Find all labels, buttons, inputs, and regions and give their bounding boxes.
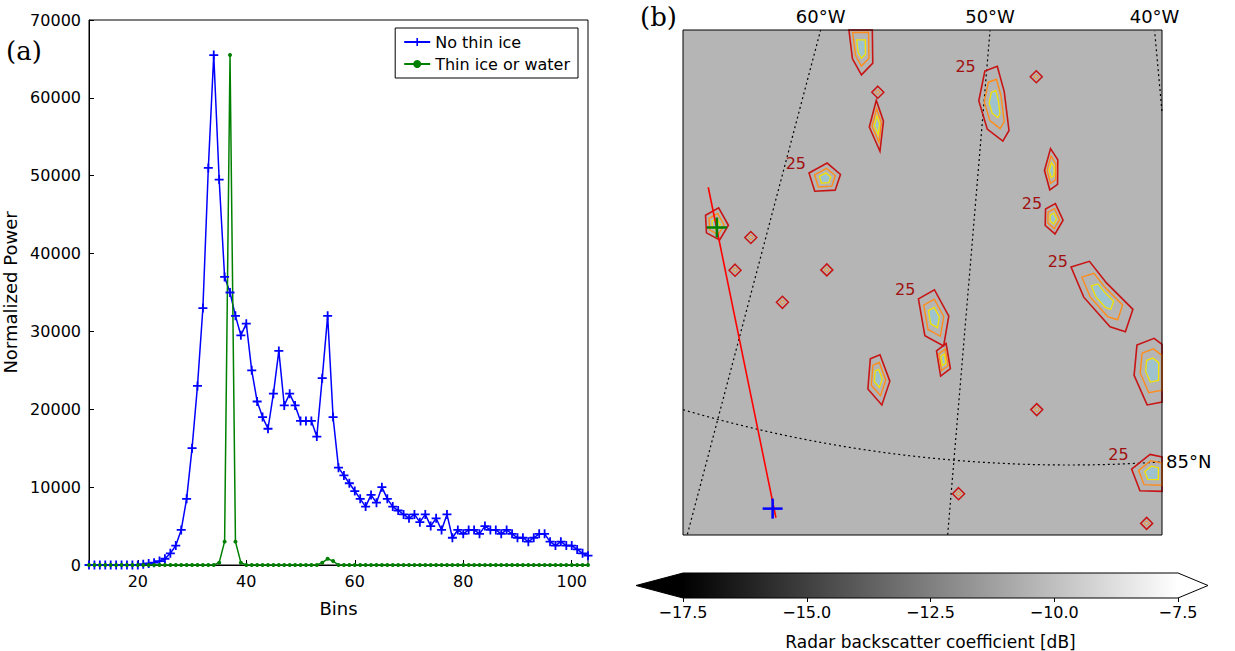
svg-text:40: 40	[236, 572, 256, 591]
svg-text:30000: 30000	[30, 322, 81, 341]
svg-text:−7.5: −7.5	[1159, 603, 1198, 622]
svg-text:0: 0	[71, 556, 81, 575]
svg-text:60°W: 60°W	[796, 6, 846, 27]
svg-text:Thin ice or water: Thin ice or water	[434, 55, 570, 74]
svg-text:Radar backscatter coefficient: Radar backscatter coefficient [dB]	[785, 632, 1075, 651]
svg-text:25: 25	[786, 154, 806, 173]
svg-text:Bins: Bins	[319, 598, 357, 619]
svg-text:70000: 70000	[30, 11, 81, 30]
svg-text:40000: 40000	[30, 244, 81, 263]
svg-text:(a): (a)	[6, 36, 42, 66]
svg-text:50°W: 50°W	[965, 6, 1015, 27]
svg-text:−15.0: −15.0	[782, 603, 831, 622]
svg-text:100: 100	[556, 572, 587, 591]
svg-text:−17.5: −17.5	[658, 603, 707, 622]
svg-text:40°W: 40°W	[1130, 6, 1180, 27]
svg-text:20: 20	[128, 572, 148, 591]
svg-text:−10.0: −10.0	[1030, 603, 1079, 622]
svg-text:20000: 20000	[30, 400, 81, 419]
svg-text:10000: 10000	[30, 478, 81, 497]
svg-text:25: 25	[1108, 445, 1128, 464]
svg-text:25: 25	[895, 280, 915, 299]
svg-text:50000: 50000	[30, 166, 81, 185]
svg-text:25: 25	[1048, 252, 1068, 271]
svg-text:No thin ice: No thin ice	[435, 33, 521, 52]
svg-text:85°N: 85°N	[1166, 451, 1211, 472]
svg-text:60000: 60000	[30, 88, 81, 107]
svg-text:25: 25	[955, 57, 975, 76]
svg-text:60: 60	[345, 572, 365, 591]
svg-text:80: 80	[453, 572, 473, 591]
svg-text:25: 25	[1022, 194, 1042, 213]
svg-text:Normalized Power: Normalized Power	[0, 211, 21, 374]
svg-text:(b): (b)	[640, 2, 677, 32]
svg-text:−12.5: −12.5	[906, 603, 955, 622]
